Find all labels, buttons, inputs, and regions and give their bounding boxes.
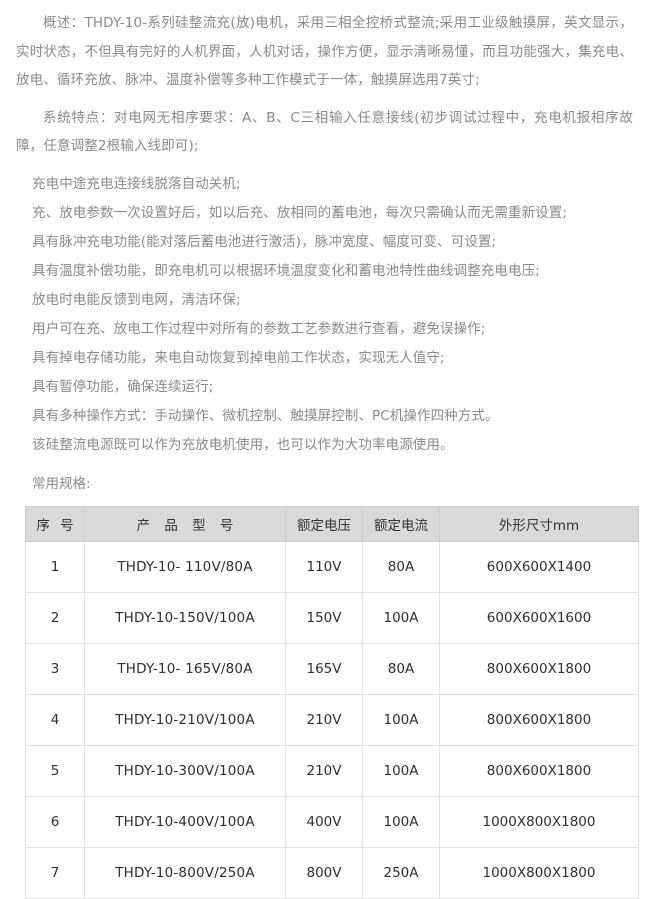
spec-table-body: 1 THDY-10- 110V/80A 110V 80A 600X600X140… — [25, 540, 639, 899]
feature-item: 用户可在充、放电工作过程中对所有的参数工艺参数进行查看，避免误操作; — [32, 320, 486, 337]
feature-item: 具有脉冲充电功能(能对落后蓄电池进行激活)，脉冲宽度、幅度可变、可设置; — [32, 233, 497, 250]
cell-model: THDY-10-210V/100A — [84, 693, 286, 746]
feature-list: 充电中途充电连接线脱落自动关机; 充、放电参数一次设置好后，如以后充、放相同的蓄… — [0, 170, 649, 460]
header-model: 产 品 型 号 — [84, 505, 286, 542]
cell-dimensions: 800X600X1800 — [439, 693, 639, 746]
feature-item: 充电中途充电连接线脱落自动关机; — [32, 175, 241, 192]
cell-rated-current: 250A — [362, 846, 440, 899]
cell-dimensions: 1000X800X1800 — [439, 846, 639, 899]
intro-block: 概述：THDY-10-系列硅整流充(放)电机，采用三相全控桥式整流;采用工业级触… — [0, 0, 649, 161]
table-row: 2 THDY-10-150V/100A 150V 100A 600X600X16… — [25, 591, 639, 644]
cell-rated-voltage: 165V — [285, 642, 363, 695]
feature-item: 具有暂停功能，确保连续运行; — [32, 378, 214, 395]
cell-rated-current: 80A — [362, 540, 440, 593]
header-dimensions: 外形尺寸mm — [439, 505, 639, 542]
cell-index: 1 — [25, 540, 85, 593]
table-row: 5 THDY-10-300V/100A 210V 100A 800X600X18… — [25, 744, 639, 797]
spec-table: 序 号 产 品 型 号 额定电压 额定电流 外形尺寸mm 1 THDY-10- … — [25, 505, 639, 899]
cell-model: THDY-10-150V/100A — [84, 591, 286, 644]
cell-rated-voltage: 150V — [285, 591, 363, 644]
cell-dimensions: 600X600X1400 — [439, 540, 639, 593]
cell-model: THDY-10- 110V/80A — [84, 540, 286, 593]
cell-index: 5 — [25, 744, 85, 797]
cell-rated-current: 80A — [362, 642, 440, 695]
cell-index: 6 — [25, 795, 85, 848]
cell-model: THDY-10-300V/100A — [84, 744, 286, 797]
cell-index: 2 — [25, 591, 85, 644]
table-header-row: 序 号 产 品 型 号 额定电压 额定电流 外形尺寸mm — [25, 505, 639, 542]
spec-table-head: 序 号 产 品 型 号 额定电压 额定电流 外形尺寸mm — [25, 505, 639, 542]
cell-rated-current: 100A — [362, 744, 440, 797]
cell-model: THDY-10- 165V/80A — [84, 642, 286, 695]
cell-model: THDY-10-400V/100A — [84, 795, 286, 848]
cell-dimensions: 1000X800X1800 — [439, 795, 639, 848]
cell-rated-voltage: 210V — [285, 744, 363, 797]
cell-rated-voltage: 800V — [285, 846, 363, 899]
feature-item: 放电时电能反馈到电网，清洁环保; — [32, 291, 241, 308]
header-rated-current: 额定电流 — [362, 505, 440, 542]
cell-rated-current: 100A — [362, 693, 440, 746]
table-row: 7 THDY-10-800V/250A 800V 250A 1000X800X1… — [25, 846, 639, 899]
cell-rated-voltage: 400V — [285, 795, 363, 848]
feature-item: 具有掉电存储功能，来电自动恢复到掉电前工作状态，实现无人值守; — [32, 349, 445, 366]
cell-index: 4 — [25, 693, 85, 746]
header-rated-voltage: 额定电压 — [285, 505, 363, 542]
feature-item: 该硅整流电源既可以作为充放电机使用，也可以作为大功率电源使用。 — [32, 436, 454, 453]
cell-rated-current: 100A — [362, 795, 440, 848]
cell-dimensions: 800X600X1800 — [439, 642, 639, 695]
feature-item: 具有温度补偿功能，即充电机可以根据环境温度变化和蓄电池特性曲线调整充电电压; — [32, 262, 540, 279]
header-index: 序 号 — [25, 505, 85, 542]
cell-index: 7 — [25, 846, 85, 899]
system-features-paragraph: 系统特点：对电网无相序要求：A、B、C三相输入任意接线(初步调试过程中，充电机报… — [16, 109, 633, 155]
cell-model: THDY-10-800V/250A — [84, 846, 286, 899]
cell-rated-voltage: 210V — [285, 693, 363, 746]
cell-rated-current: 100A — [362, 591, 440, 644]
feature-item: 具有多种操作方式：手动操作、微机控制、触摸屏控制、PC机操作四种方式。 — [32, 407, 499, 424]
cell-dimensions: 600X600X1600 — [439, 591, 639, 644]
cell-rated-voltage: 110V — [285, 540, 363, 593]
feature-item: 充、放电参数一次设置好后，如以后充、放相同的蓄电池，每次只需确认而无需重新设置; — [32, 204, 568, 221]
table-row: 4 THDY-10-210V/100A 210V 100A 800X600X18… — [25, 693, 639, 746]
specs-caption: 常用规格: — [32, 475, 91, 492]
table-row: 6 THDY-10-400V/100A 400V 100A 1000X800X1… — [25, 795, 639, 848]
cell-index: 3 — [25, 642, 85, 695]
table-row: 1 THDY-10- 110V/80A 110V 80A 600X600X140… — [25, 540, 639, 593]
overview-paragraph: 概述：THDY-10-系列硅整流充(放)电机，采用三相全控桥式整流;采用工业级触… — [16, 15, 633, 89]
spec-table-wrapper: 序 号 产 品 型 号 额定电压 额定电流 外形尺寸mm 1 THDY-10- … — [0, 505, 649, 899]
cell-dimensions: 800X600X1800 — [439, 744, 639, 797]
table-row: 3 THDY-10- 165V/80A 165V 80A 800X600X180… — [25, 642, 639, 695]
